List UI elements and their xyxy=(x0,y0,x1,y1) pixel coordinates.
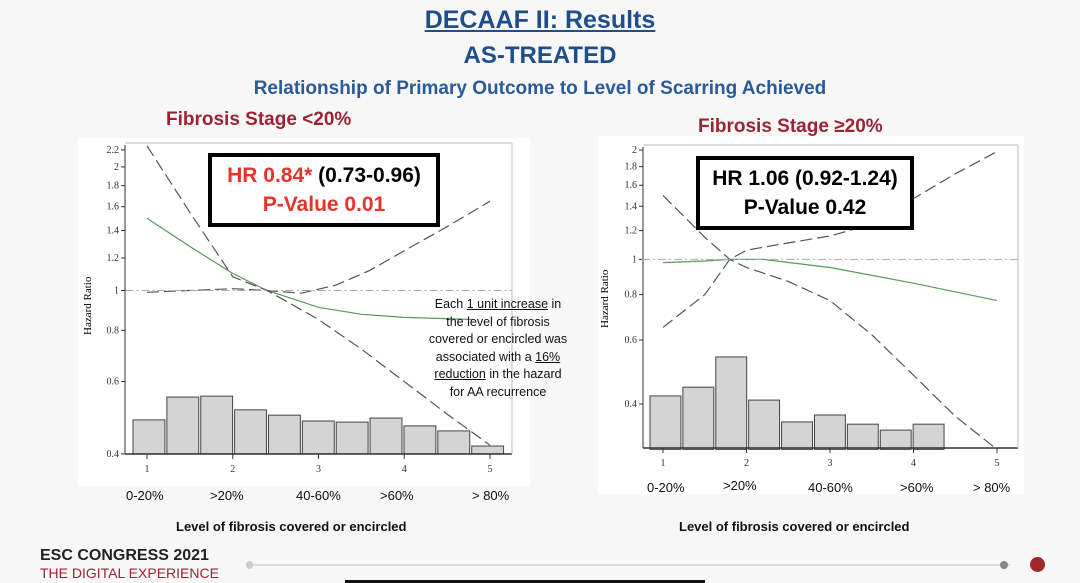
right-chart: 0.4 0.6 0.8 1 1.2 1.4 1.6 1.8 2 1 2 3 4 5 xyxy=(625,144,1019,469)
slide-heading: Relationship of Primary Outcome to Level… xyxy=(253,78,827,99)
right-y-axis-label: Hazard Ratio xyxy=(599,269,611,328)
x-tick-label: 3 xyxy=(316,464,321,475)
histogram-bar xyxy=(166,396,200,455)
left-chart: 0.4 0.6 0.8 1 1.2 1.4 1.6 1.8 2 2.2 1 2 3 4 5 xyxy=(107,142,513,475)
histogram-bar xyxy=(301,420,335,455)
histogram-bar xyxy=(781,421,813,450)
footer-experience: THE DIGITAL EXPERIENCE xyxy=(40,565,219,581)
left-category-0: 0-20% xyxy=(126,488,164,503)
series-hr xyxy=(662,258,998,302)
x-tick-label: 4 xyxy=(911,458,916,469)
y-tick-label: 1.6 xyxy=(107,202,120,213)
slide-title: DECAAF II: Results xyxy=(424,6,656,34)
progress-end-dot[interactable] xyxy=(1030,557,1045,572)
left-category-4: > 80% xyxy=(472,488,510,503)
left-chart-title: Fibrosis Stage <20% xyxy=(166,109,352,130)
right-category-3: >60% xyxy=(900,480,934,495)
left-hr-value: HR 0.84* xyxy=(227,164,313,187)
series-ci-upper xyxy=(146,200,491,294)
footer-congress: ESC CONGRESS 2021 xyxy=(40,547,209,564)
left-x-axis-label: Level of fibrosis covered or encircled xyxy=(176,519,407,534)
histogram-bar xyxy=(234,409,267,455)
y-tick-label: 0.4 xyxy=(107,449,120,460)
series-ci-upper xyxy=(662,151,998,328)
right-category-2: 40-60% xyxy=(808,480,853,495)
right-category-1: >20% xyxy=(723,478,757,493)
right-chart-title: Fibrosis Stage ≥20% xyxy=(698,116,883,137)
y-tick-label: 0.6 xyxy=(625,335,638,346)
y-tick-label: 0.8 xyxy=(625,290,638,301)
histogram-bar xyxy=(132,419,166,455)
y-tick-label: 1.8 xyxy=(625,162,638,173)
y-tick-label: 2 xyxy=(632,145,637,156)
x-tick-label: 1 xyxy=(661,458,666,469)
series-hr xyxy=(146,217,473,321)
left-y-axis-label: Hazard Ratio xyxy=(82,276,94,335)
left-category-2: 40-60% xyxy=(296,488,341,503)
x-tick-label: 5 xyxy=(995,458,1000,469)
y-tick-label: 0.4 xyxy=(625,399,638,410)
x-tick-label: 1 xyxy=(145,464,150,475)
progress-track[interactable] xyxy=(250,564,1010,566)
x-tick-label: 5 xyxy=(488,464,493,475)
left-hr-ci: (0.73-0.96) xyxy=(318,164,421,187)
histogram-bar xyxy=(748,399,781,450)
histogram-bar xyxy=(813,414,846,450)
right-category-4: > 80% xyxy=(973,480,1011,495)
histogram-bar xyxy=(682,386,715,450)
progress-start-dot[interactable] xyxy=(246,561,253,569)
progress-handle[interactable] xyxy=(1000,561,1008,569)
y-tick-label: 1.6 xyxy=(625,180,638,191)
histogram-bar xyxy=(912,423,945,450)
left-category-3: >60% xyxy=(380,488,414,503)
y-tick-label: 0.6 xyxy=(107,377,120,388)
caption-bar xyxy=(345,580,705,583)
right-x-axis-label: Level of fibrosis covered or encircled xyxy=(679,519,910,534)
right-p-value: P-Value 0.42 xyxy=(743,196,867,219)
right-hr-value: HR 1.06 (0.92-1.24) xyxy=(712,167,898,190)
x-tick-label: 3 xyxy=(828,458,833,469)
x-tick-label: 2 xyxy=(744,458,749,469)
x-tick-label: 2 xyxy=(230,464,235,475)
left-hr-box: HR 0.84* (0.73-0.96) P-Value 0.01 xyxy=(208,153,440,227)
y-tick-label: 0.8 xyxy=(107,325,120,336)
histogram-bar xyxy=(846,423,879,450)
y-tick-label: 1.4 xyxy=(625,201,638,212)
slide-subtitle: AS-TREATED xyxy=(463,42,617,69)
right-category-0: 0-20% xyxy=(647,480,685,495)
histogram-bar xyxy=(335,421,369,455)
histogram-bar xyxy=(437,430,471,455)
y-tick-label: 1 xyxy=(114,286,119,297)
x-tick-label: 4 xyxy=(402,464,407,475)
y-tick-label: 1.8 xyxy=(107,181,120,192)
histogram-bar xyxy=(715,356,748,450)
y-tick-label: 1 xyxy=(632,254,637,265)
histogram-bar xyxy=(403,425,437,455)
left-category-1: >20% xyxy=(210,488,244,503)
histogram-bar xyxy=(267,414,301,455)
y-tick-label: 1.2 xyxy=(625,226,638,237)
left-p-value: P-Value 0.01 xyxy=(262,193,386,216)
y-tick-label: 2.2 xyxy=(107,145,120,156)
y-tick-label: 1.2 xyxy=(107,253,120,264)
series-ci-lower xyxy=(662,194,998,450)
y-tick-label: 2 xyxy=(114,162,119,173)
annotation-note: Each 1 unit increase in the level of fib… xyxy=(428,297,568,399)
series-ci-lower xyxy=(146,145,491,446)
histogram-bar xyxy=(879,429,912,450)
histogram-bar xyxy=(369,417,403,455)
y-tick-label: 1.4 xyxy=(107,226,120,237)
right-hr-box: HR 1.06 (0.92-1.24) P-Value 0.42 xyxy=(696,156,914,230)
histogram-bar xyxy=(649,395,682,450)
histogram-bar xyxy=(200,395,234,455)
histogram-bar xyxy=(471,445,505,455)
